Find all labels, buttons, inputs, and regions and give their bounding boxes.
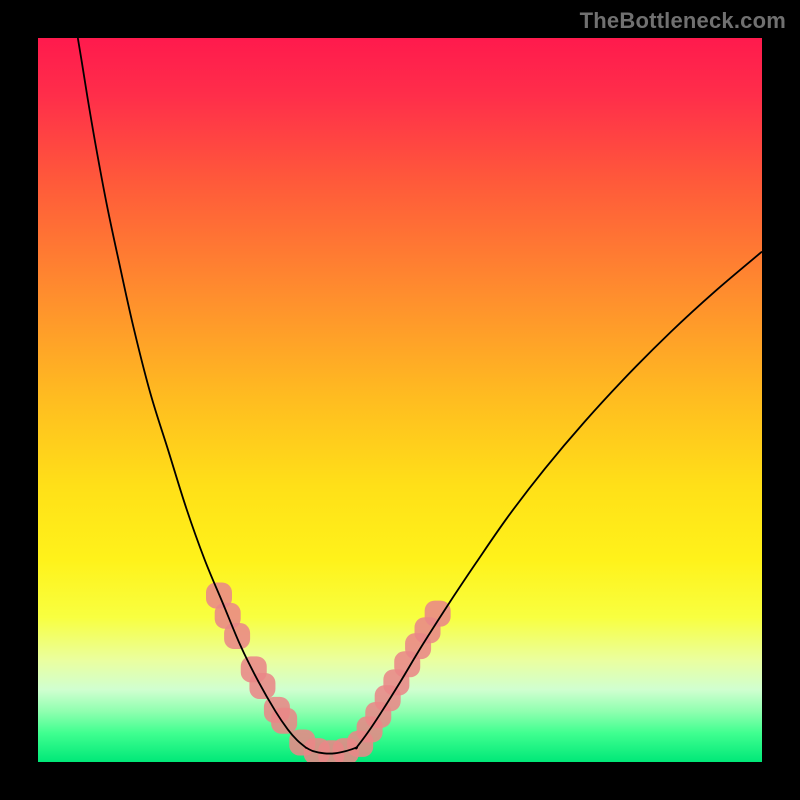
plot-area bbox=[38, 38, 762, 762]
data-markers-group bbox=[206, 582, 451, 762]
curve-layer bbox=[38, 38, 762, 762]
data-marker bbox=[425, 601, 451, 627]
data-marker bbox=[249, 673, 275, 699]
watermark-text: TheBottleneck.com bbox=[580, 8, 786, 34]
